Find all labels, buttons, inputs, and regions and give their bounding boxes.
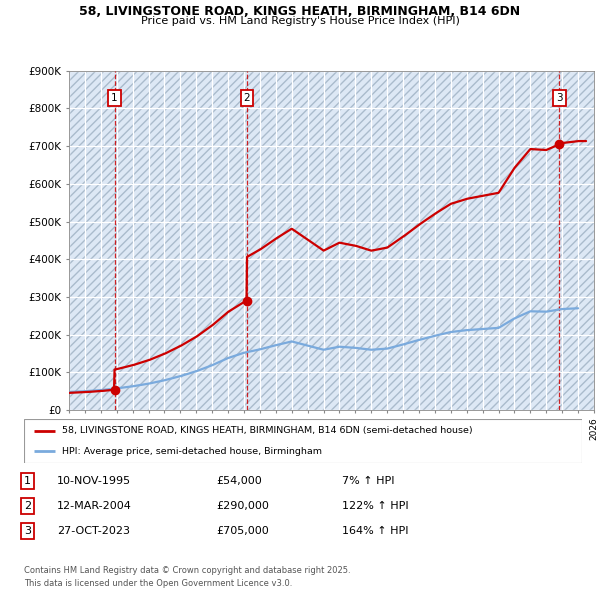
Text: 27-OCT-2023: 27-OCT-2023 [57,526,130,536]
Text: 3: 3 [556,93,563,103]
Text: 12-MAR-2004: 12-MAR-2004 [57,501,132,510]
Text: £290,000: £290,000 [216,501,269,510]
Text: Contains HM Land Registry data © Crown copyright and database right 2025.
This d: Contains HM Land Registry data © Crown c… [24,566,350,588]
FancyBboxPatch shape [24,419,582,463]
Text: 2: 2 [244,93,250,103]
Text: 164% ↑ HPI: 164% ↑ HPI [342,526,409,536]
Text: HPI: Average price, semi-detached house, Birmingham: HPI: Average price, semi-detached house,… [62,447,322,455]
Text: 58, LIVINGSTONE ROAD, KINGS HEATH, BIRMINGHAM, B14 6DN (semi-detached house): 58, LIVINGSTONE ROAD, KINGS HEATH, BIRMI… [62,427,473,435]
Text: 10-NOV-1995: 10-NOV-1995 [57,476,131,486]
FancyBboxPatch shape [69,71,594,410]
Text: 122% ↑ HPI: 122% ↑ HPI [342,501,409,510]
Text: 58, LIVINGSTONE ROAD, KINGS HEATH, BIRMINGHAM, B14 6DN: 58, LIVINGSTONE ROAD, KINGS HEATH, BIRMI… [79,5,521,18]
Text: 3: 3 [24,526,31,536]
Text: £54,000: £54,000 [216,476,262,486]
Text: 1: 1 [111,93,118,103]
Text: 1: 1 [24,476,31,486]
Text: £705,000: £705,000 [216,526,269,536]
Text: Price paid vs. HM Land Registry's House Price Index (HPI): Price paid vs. HM Land Registry's House … [140,16,460,26]
Text: 2: 2 [24,501,31,510]
Text: 7% ↑ HPI: 7% ↑ HPI [342,476,395,486]
